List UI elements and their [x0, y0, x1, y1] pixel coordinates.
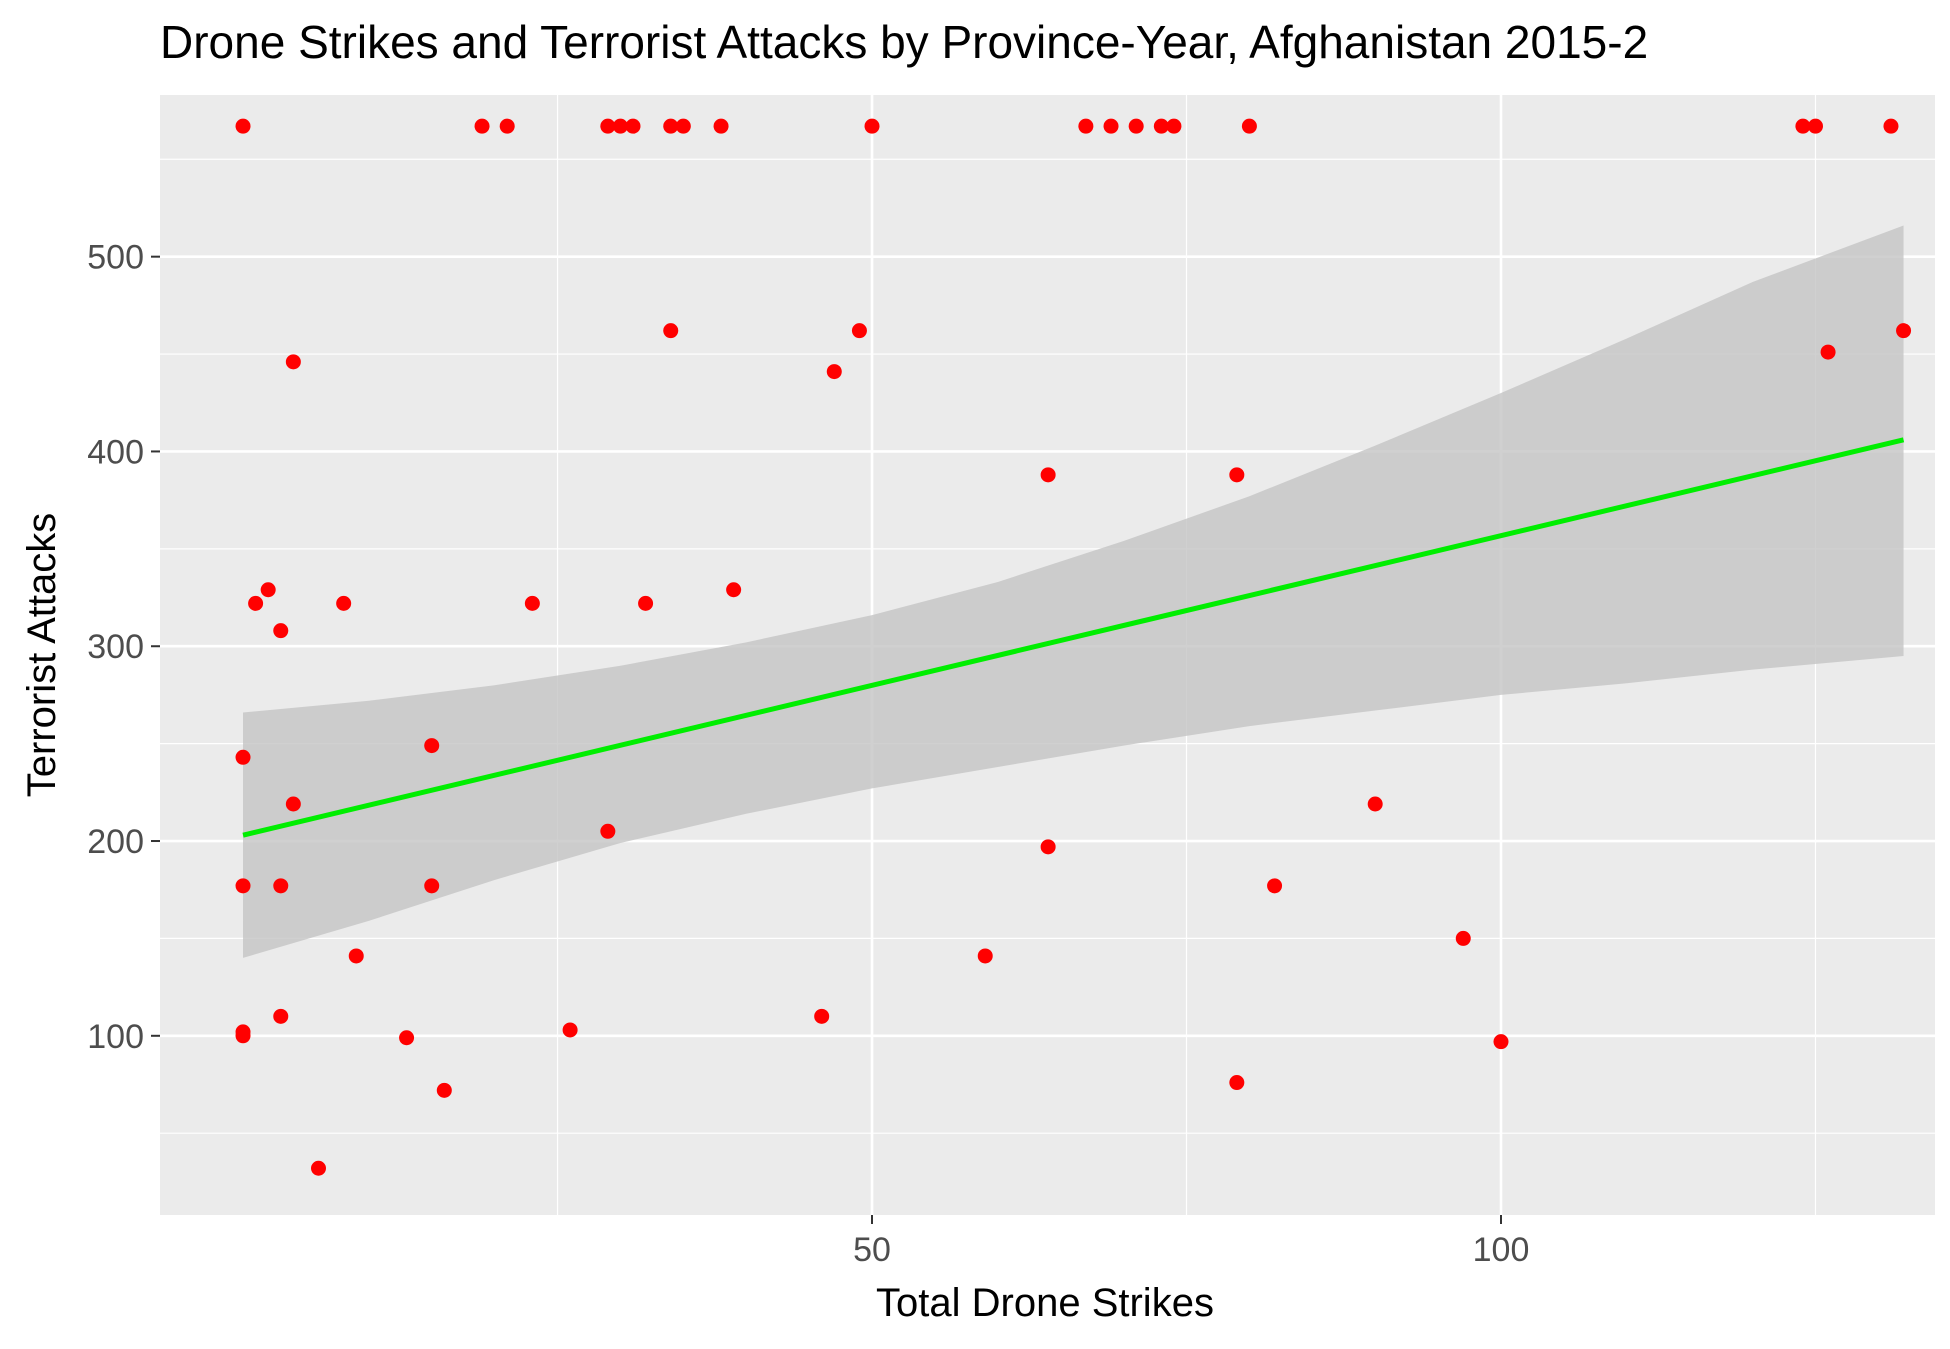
y-tick-label: 100 [87, 1018, 144, 1056]
data-point [273, 623, 289, 639]
data-point [1267, 878, 1283, 894]
data-point [1795, 118, 1811, 134]
data-point [1807, 118, 1823, 134]
data-point [713, 118, 729, 134]
data-point [1040, 467, 1056, 483]
data-point [864, 118, 880, 134]
y-axis-label: Terrorist Attacks [20, 513, 64, 798]
y-tick-label: 400 [87, 433, 144, 471]
data-point [235, 878, 251, 894]
data-points [235, 118, 1912, 1176]
y-tick-label: 200 [87, 823, 144, 861]
data-point [1455, 930, 1471, 946]
data-point [1820, 344, 1836, 360]
data-point [663, 118, 679, 134]
data-point [474, 118, 490, 134]
data-point [235, 118, 251, 134]
data-point [851, 323, 867, 339]
data-point [612, 118, 628, 134]
data-point [285, 354, 301, 370]
data-point [1229, 467, 1245, 483]
data-point [600, 823, 616, 839]
data-point [436, 1082, 452, 1098]
data-point [260, 582, 276, 598]
data-point [1883, 118, 1899, 134]
data-point [524, 595, 540, 611]
x-axis: 50 100 [853, 1215, 1529, 1269]
data-point [285, 796, 301, 812]
x-axis-label: Total Drone Strikes [876, 1281, 1214, 1325]
data-point [638, 595, 654, 611]
data-point [424, 738, 440, 754]
y-axis: 100 200 300 400 500 [87, 239, 160, 1056]
data-point [1103, 118, 1119, 134]
data-point [726, 582, 742, 598]
data-point [499, 118, 515, 134]
data-point [348, 948, 364, 964]
data-point [336, 595, 352, 611]
data-point [1896, 323, 1912, 339]
data-point [273, 1008, 289, 1024]
data-point [1128, 118, 1144, 134]
data-point [1153, 118, 1169, 134]
data-point [1040, 839, 1056, 855]
regression-line [242, 437, 1905, 838]
confidence-band [243, 225, 1904, 958]
data-point [399, 1030, 415, 1046]
data-point [814, 1008, 830, 1024]
data-point [1229, 1075, 1245, 1091]
data-point [1493, 1034, 1509, 1050]
data-point [562, 1022, 578, 1038]
data-point [1367, 796, 1383, 812]
y-tick-label: 300 [87, 628, 144, 666]
data-point [235, 1028, 251, 1044]
data-point [675, 118, 691, 134]
data-point [273, 878, 289, 894]
x-tick-label: 50 [853, 1231, 891, 1269]
data-point [424, 878, 440, 894]
data-point [1166, 118, 1182, 134]
data-point [625, 118, 641, 134]
data-point [977, 948, 993, 964]
data-point [1078, 118, 1094, 134]
data-point [663, 323, 679, 339]
data-point [248, 595, 264, 611]
x-tick-label: 100 [1473, 1231, 1530, 1269]
data-point [235, 749, 251, 765]
data-point [311, 1160, 327, 1176]
data-point [826, 364, 842, 380]
data-point [1241, 118, 1257, 134]
chart-title: Drone Strikes and Terrorist Attacks by P… [160, 16, 1648, 68]
data-point [600, 118, 616, 134]
y-tick-label: 500 [87, 239, 144, 277]
